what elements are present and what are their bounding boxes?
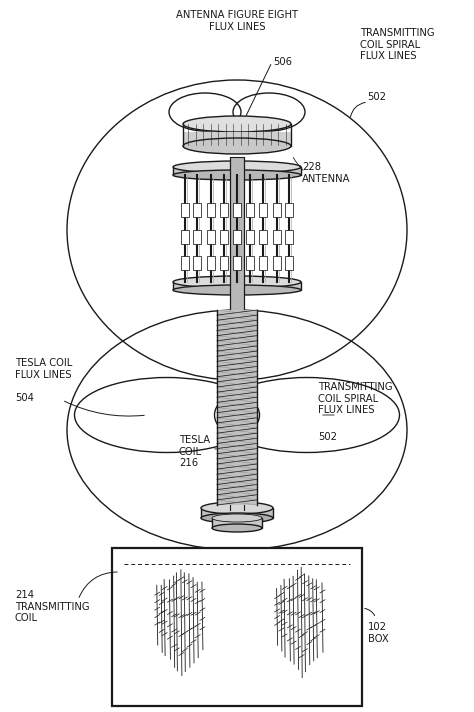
Bar (173, 282, 301, 290)
Bar (207, 230, 215, 244)
Ellipse shape (183, 116, 291, 132)
Bar (193, 256, 201, 270)
Bar (246, 256, 254, 270)
Text: 506: 506 (273, 57, 292, 67)
Bar (220, 230, 228, 244)
Text: 214
TRANSMITTING
COIL: 214 TRANSMITTING COIL (15, 590, 90, 623)
Text: TRANSMITTING
COIL SPIRAL
FLUX LINES: TRANSMITTING COIL SPIRAL FLUX LINES (318, 382, 392, 415)
Bar (285, 256, 293, 270)
Text: TRANSMITTING
COIL SPIRAL
FLUX LINES: TRANSMITTING COIL SPIRAL FLUX LINES (360, 28, 435, 61)
Bar (181, 230, 189, 244)
Text: 102
BOX: 102 BOX (368, 622, 389, 644)
Bar (217, 310, 257, 505)
Bar (220, 256, 228, 270)
Bar (233, 256, 241, 270)
Ellipse shape (173, 276, 301, 288)
Bar (181, 203, 189, 217)
Bar (207, 256, 215, 270)
Text: 502: 502 (318, 432, 337, 442)
Bar (230, 157, 244, 510)
Bar (246, 203, 254, 217)
Text: ANTENNA FIGURE EIGHT
FLUX LINES: ANTENNA FIGURE EIGHT FLUX LINES (176, 10, 298, 31)
Bar (193, 203, 201, 217)
Bar (259, 203, 267, 217)
Bar (273, 203, 281, 217)
Bar (233, 230, 241, 244)
Text: TESLA
COIL
216: TESLA COIL 216 (179, 435, 210, 468)
Ellipse shape (201, 513, 273, 523)
Bar (273, 256, 281, 270)
Text: 504: 504 (15, 393, 34, 403)
Ellipse shape (173, 161, 301, 173)
Bar (207, 203, 215, 217)
Bar (181, 256, 189, 270)
Bar (259, 256, 267, 270)
Ellipse shape (212, 524, 262, 532)
Bar (183, 132, 291, 146)
Ellipse shape (201, 502, 273, 514)
Text: 502: 502 (367, 92, 386, 102)
Bar (193, 230, 201, 244)
Text: 228
ANTENNA: 228 ANTENNA (302, 162, 350, 184)
Bar (273, 230, 281, 244)
Bar (220, 203, 228, 217)
Bar (285, 203, 293, 217)
Text: TESLA COIL
FLUX LINES: TESLA COIL FLUX LINES (15, 358, 72, 379)
Bar (173, 167, 301, 175)
Ellipse shape (173, 285, 301, 295)
Bar (259, 230, 267, 244)
Bar (112, 548, 362, 706)
Bar (246, 230, 254, 244)
Ellipse shape (212, 514, 262, 522)
Ellipse shape (173, 170, 301, 180)
Bar (233, 203, 241, 217)
Ellipse shape (183, 138, 291, 154)
Bar (285, 230, 293, 244)
Bar (201, 508, 273, 518)
Bar (212, 518, 262, 528)
